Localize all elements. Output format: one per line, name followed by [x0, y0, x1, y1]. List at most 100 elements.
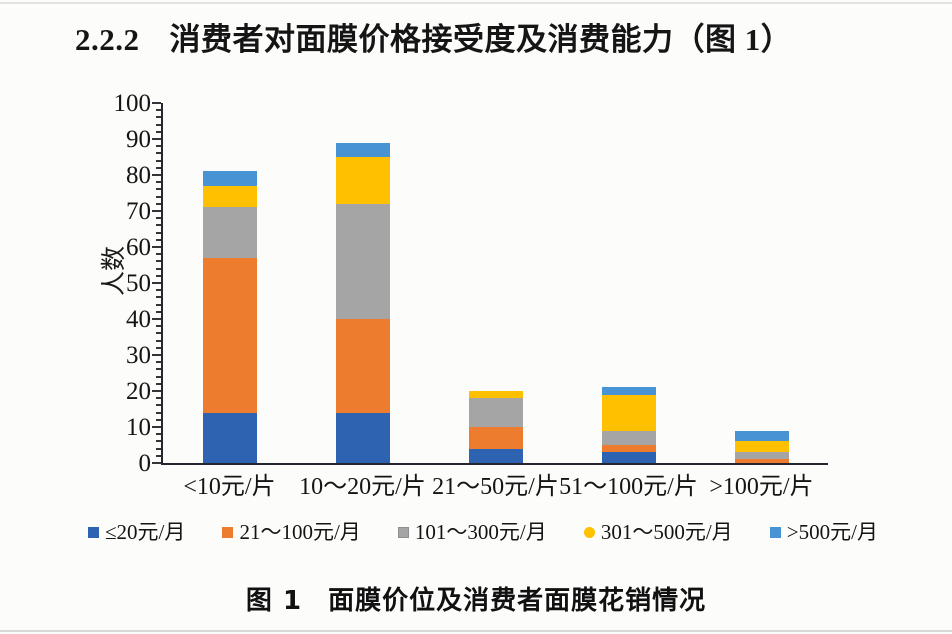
bar-segment: [202, 185, 257, 208]
bar-segment: [601, 430, 656, 445]
y-tick-major: [152, 138, 161, 140]
legend-textured-square-icon: [397, 527, 409, 538]
legend-item: 21～100元/月: [222, 520, 361, 544]
legend-label: 301～500元/月: [600, 520, 733, 544]
y-tick-major: [152, 174, 161, 176]
bar-segment: [335, 142, 390, 157]
y-tick-major: [152, 354, 161, 356]
figure-number: 图 1: [245, 586, 303, 616]
y-tick-minor: [156, 411, 161, 414]
bar-segment: [734, 459, 789, 463]
y-tick-major: [152, 462, 161, 464]
section-title-text: 消费者对面膜价格接受度及消费能力（图 1）: [169, 22, 793, 57]
legend: ≤20元/月 21～100元/月 101～300元/月 301～500元/月 >500元…: [88, 522, 878, 543]
y-tick-minor: [156, 368, 161, 371]
y-tick-minor: [156, 159, 161, 162]
y-tick-minor: [156, 145, 161, 148]
y-tick-minor: [156, 166, 161, 169]
y-tick-minor: [156, 195, 161, 198]
y-tick-minor: [156, 382, 161, 385]
y-tick-minor: [156, 310, 161, 313]
bar-segment: [202, 171, 257, 186]
y-tick-minor: [156, 289, 161, 292]
y-tick-label: 0: [138, 450, 152, 477]
y-tick-minor: [156, 231, 161, 234]
legend-label: 21～100元/月: [239, 520, 361, 544]
legend-label: 101～300元/月: [414, 520, 547, 544]
bar-segment: [468, 398, 523, 427]
top-rule: [0, 2, 952, 4]
bar-segment: [734, 441, 789, 453]
y-tick-major: [152, 210, 161, 212]
bar-segment: [734, 452, 789, 460]
x-tick-label: 51～100元/片: [559, 474, 698, 500]
x-tick-label: <10元/片: [183, 474, 276, 500]
bar-segment: [601, 387, 656, 395]
y-axis: [161, 103, 163, 465]
legend-item: ≤20元/月: [88, 522, 185, 543]
y-tick-minor: [156, 361, 161, 364]
y-tick-label: 100: [113, 90, 152, 117]
page-title: 2.2.2 消费者对面膜价格接受度及消费能力（图 1）: [75, 14, 935, 59]
bar-segment: [335, 203, 390, 319]
bar-segment: [468, 448, 523, 463]
y-tick-label: 10: [126, 414, 151, 441]
y-tick-minor: [156, 404, 161, 407]
y-tick-minor: [156, 116, 161, 119]
section-number: 2.2.2: [75, 22, 140, 57]
legend-circle-icon: [583, 527, 595, 538]
legend-label: >500元/月: [786, 520, 878, 544]
y-tick-minor: [156, 325, 161, 328]
y-tick-major: [152, 318, 161, 320]
y-tick-label: 20: [126, 378, 151, 405]
y-tick-label: 50: [126, 270, 151, 297]
y-tick-minor: [156, 454, 161, 457]
legend-square-icon: [88, 527, 99, 538]
x-tick-label: 21～50元/片: [432, 474, 559, 500]
y-tick-label: 60: [126, 234, 151, 261]
bar-segment: [601, 452, 656, 463]
legend-square-icon: [222, 527, 234, 538]
y-tick-minor: [156, 202, 161, 205]
y-tick-minor: [156, 267, 161, 270]
y-tick-label: 70: [126, 198, 151, 225]
y-tick-minor: [156, 238, 161, 241]
x-tick-label: 10～20元/片: [299, 474, 426, 500]
legend-item: 301～500元/月: [583, 520, 733, 544]
y-tick-minor: [156, 123, 161, 126]
y-tick-minor: [156, 260, 161, 263]
bar-segment: [335, 319, 390, 413]
y-tick-minor: [156, 447, 161, 450]
y-tick-minor: [156, 433, 161, 436]
y-tick-label: 40: [126, 306, 151, 333]
y-tick-minor: [156, 397, 161, 400]
y-tick-major: [152, 390, 161, 392]
bottom-rule: [0, 630, 952, 632]
bar-segment: [335, 157, 390, 204]
y-tick-minor: [156, 188, 161, 191]
y-tick-label: 80: [126, 162, 151, 189]
bar-segment: [202, 207, 257, 258]
legend-label: ≤20元/月: [105, 520, 186, 544]
y-tick-major: [152, 426, 161, 428]
x-tick-label: >100元/片: [709, 474, 814, 500]
bar-segment: [202, 257, 257, 413]
y-tick-minor: [156, 296, 161, 299]
y-tick-minor: [156, 109, 161, 112]
y-tick-label: 30: [126, 342, 151, 369]
y-tick-major: [152, 102, 161, 104]
y-tick-minor: [156, 332, 161, 335]
bar-segment: [202, 412, 257, 463]
x-axis: [161, 463, 828, 465]
bar-segment: [601, 394, 656, 431]
legend-item: >500元/月: [769, 520, 878, 544]
y-tick-label: 90: [126, 126, 151, 153]
y-tick-major: [152, 282, 161, 284]
bar-segment: [468, 391, 523, 399]
legend-square-icon: [769, 527, 781, 538]
y-tick-minor: [156, 130, 161, 133]
figure-caption-text: 面膜价位及消费者面膜花销情况: [328, 586, 707, 616]
y-tick-minor: [156, 303, 161, 306]
y-tick-minor: [156, 346, 161, 349]
